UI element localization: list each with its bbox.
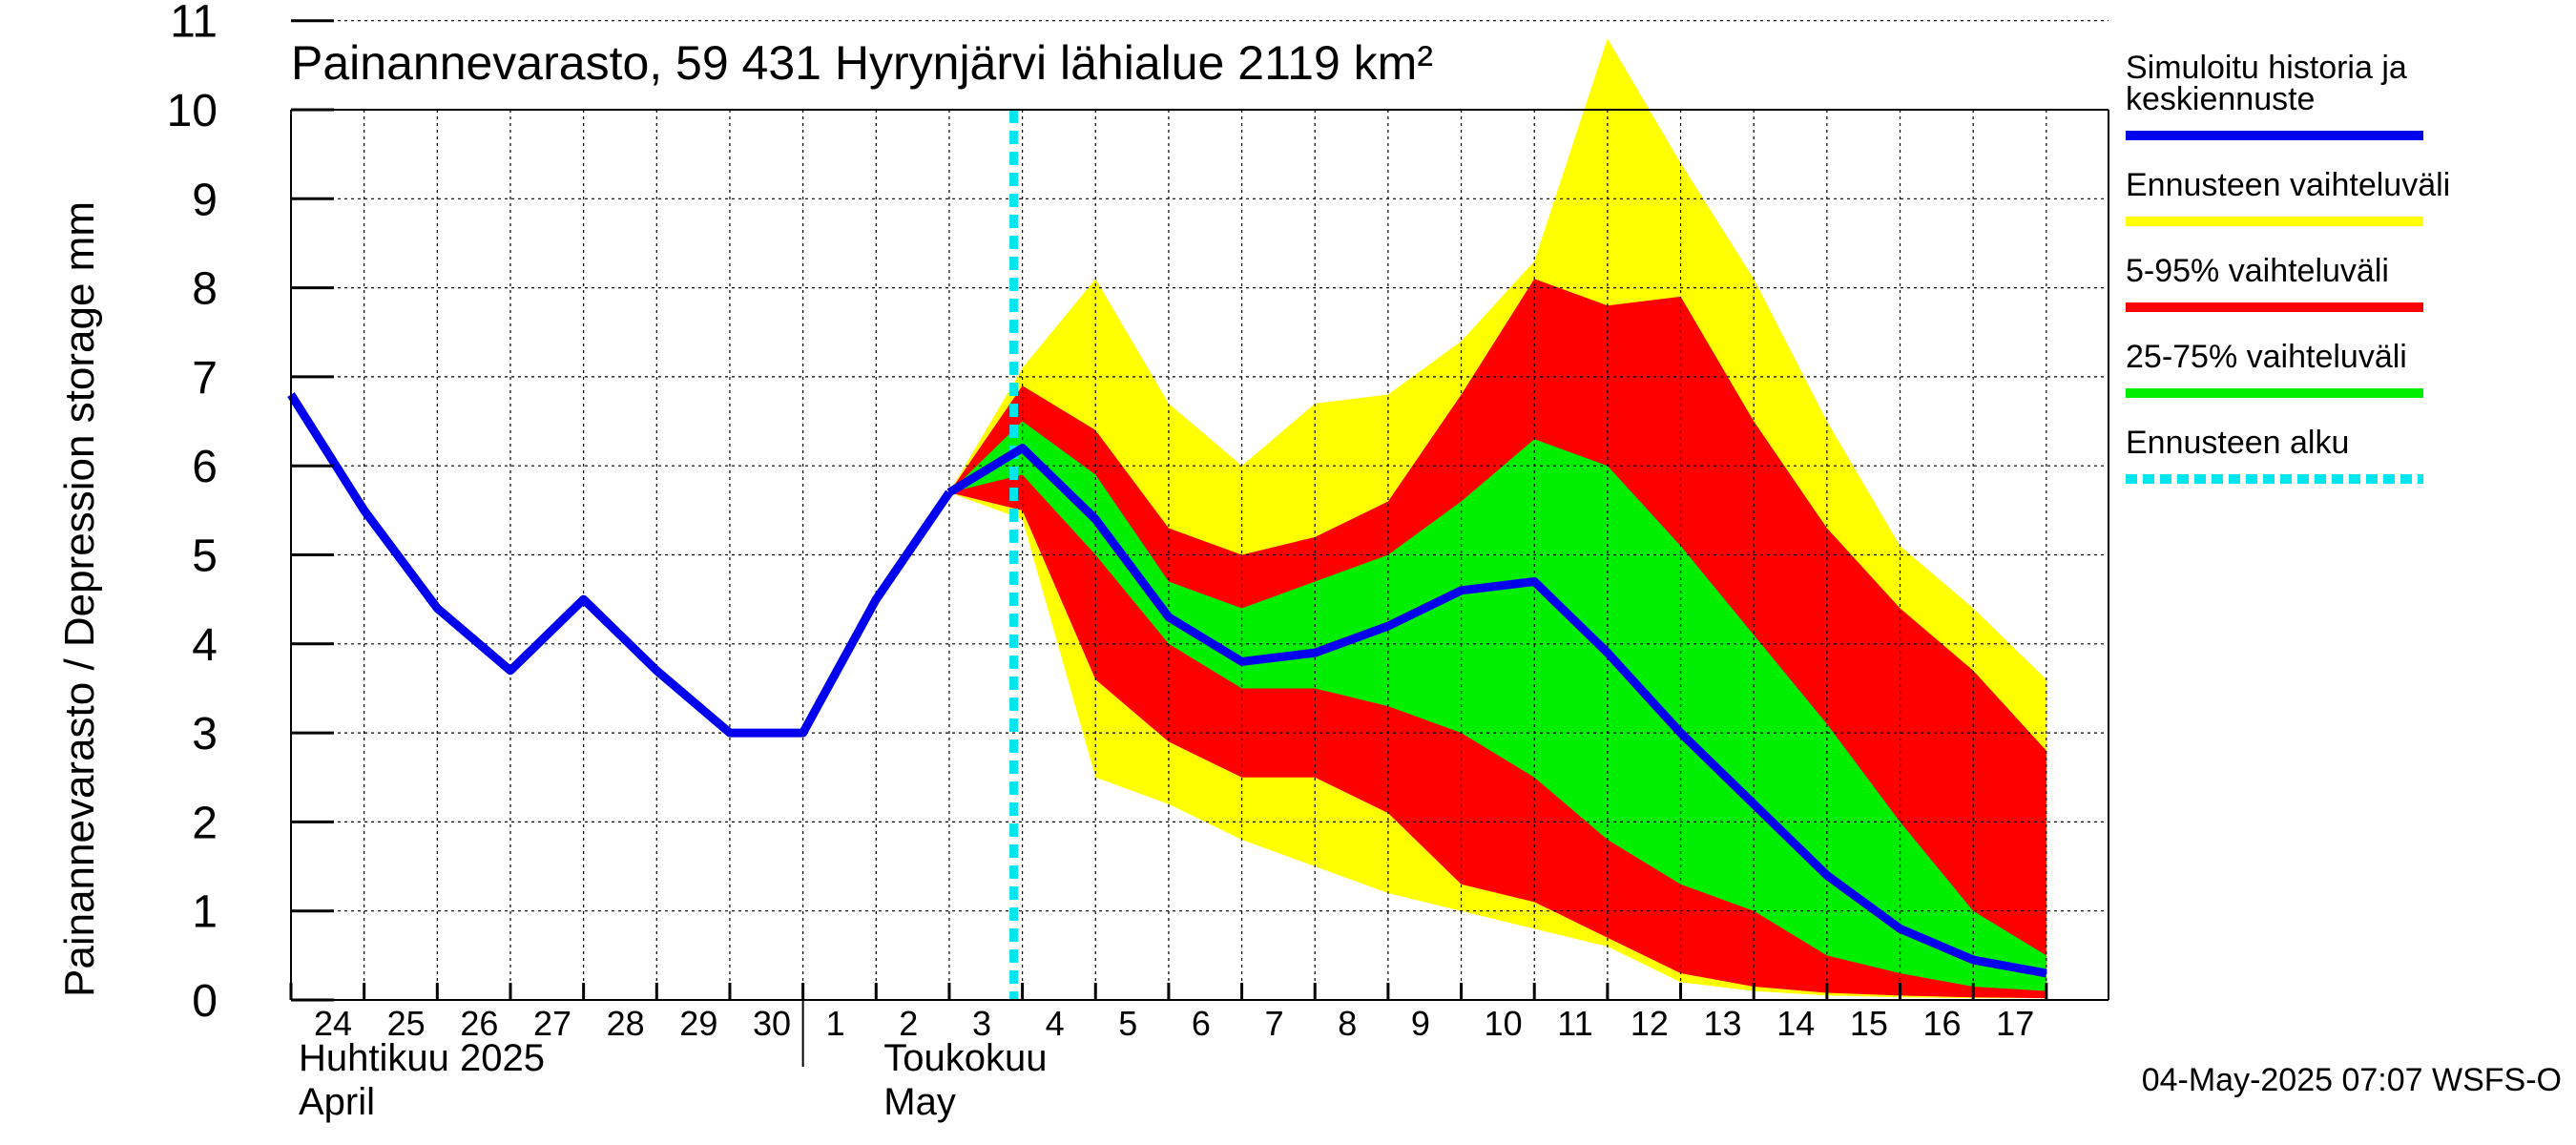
legend-label: Ennusteen alku: [2126, 425, 2349, 461]
legend-label: 5-95% vaihteluväli: [2126, 253, 2389, 289]
y-tick-label: 9: [192, 175, 218, 225]
x-tick-label: 11: [1557, 1004, 1592, 1043]
y-tick-label: 5: [192, 531, 218, 582]
legend-label: Simuloitu historia ja: [2126, 50, 2407, 86]
x-tick-label: 10: [1485, 1004, 1523, 1043]
x-tick-label: 25: [387, 1004, 426, 1043]
x-tick-label: 30: [753, 1004, 791, 1043]
band-3: [948, 421, 2046, 991]
grid: [291, 20, 2109, 1000]
x-tick-label: 26: [460, 1004, 498, 1043]
month-label-en: May: [883, 1081, 956, 1123]
month-label-fi: Toukokuu: [883, 1037, 1047, 1079]
x-tick-label: 27: [533, 1004, 571, 1043]
x-tick-label: 13: [1704, 1004, 1742, 1043]
legend-label: 25-75% vaihteluväli: [2126, 339, 2407, 375]
x-tick-label: 2: [899, 1004, 918, 1043]
legend-label: Ennusteen vaihteluväli: [2126, 167, 2450, 203]
x-tick-label: 6: [1192, 1004, 1211, 1043]
x-tick-label: 29: [679, 1004, 717, 1043]
x-tick-label: 12: [1631, 1004, 1669, 1043]
y-tick-label: 11: [170, 0, 218, 48]
x-tick-label: 28: [607, 1004, 645, 1043]
x-tick-label: 14: [1776, 1004, 1815, 1043]
y-tick-label: 10: [167, 86, 218, 136]
x-tick-label: 5: [1118, 1004, 1137, 1043]
x-tick-label: 17: [1996, 1004, 2034, 1043]
median-forecast-line: [946, 444, 2047, 978]
y-tick-label: 3: [192, 709, 218, 760]
series-lines: [287, 110, 2047, 1000]
history-line: [287, 392, 953, 738]
y-tick-label: 6: [192, 442, 218, 492]
forecast-bands: [948, 38, 2046, 999]
y-tick-label: 0: [192, 976, 218, 1027]
y-tick-label: 2: [192, 798, 218, 848]
month-label-en: April: [299, 1081, 375, 1123]
y-tick-label: 4: [192, 620, 218, 671]
y-tick-label: 7: [192, 353, 218, 404]
y-tick-label: 8: [192, 264, 218, 315]
timestamp: 04-May-2025 07:07 WSFS-O: [2142, 1062, 2562, 1098]
y-tick-label: 1: [192, 887, 218, 938]
legend-label: keskiennuste: [2126, 81, 2315, 117]
x-tick-label: 1: [826, 1004, 845, 1043]
x-tick-label: 3: [972, 1004, 991, 1043]
x-tick-label: 15: [1850, 1004, 1888, 1043]
x-tick-label: 4: [1046, 1004, 1065, 1043]
x-tick-label: 9: [1411, 1004, 1430, 1043]
month-label-fi: Huhtikuu 2025: [299, 1037, 545, 1079]
chart-title: Painannevarasto, 59 431 Hyrynjärvi lähia…: [291, 36, 1433, 90]
x-tick-label: 24: [314, 1004, 352, 1043]
x-tick-label: 7: [1265, 1004, 1284, 1043]
x-tick-label: 16: [1923, 1004, 1962, 1043]
y-axis-label: Painannevarasto / Depression storage mm: [56, 201, 103, 997]
x-tick-label: 8: [1338, 1004, 1357, 1043]
